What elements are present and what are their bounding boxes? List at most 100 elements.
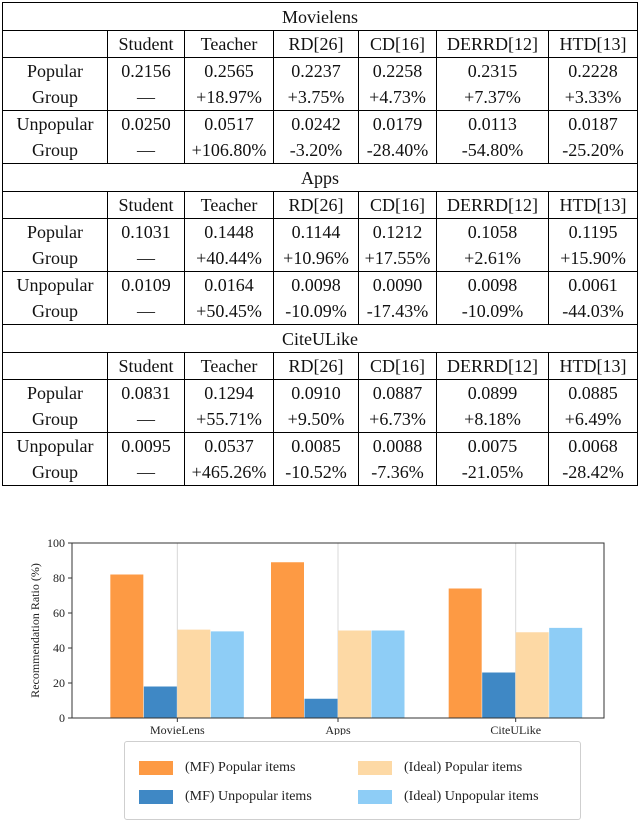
improvement-value: +17.55% — [364, 248, 431, 268]
improvement-value: -25.20% — [562, 140, 624, 160]
value-cell: 0.0098 -10.09% — [436, 271, 549, 325]
ndcg-value: 0.0179 — [372, 114, 423, 134]
table-row: Popular Group 0.2156 — 0.2565 +18.97% 0.2237 +3… — [2, 57, 639, 111]
group-label-cell: Popular Group — [2, 57, 108, 111]
improvement-value: +8.18% — [464, 409, 521, 429]
bar — [338, 630, 371, 718]
value-cell: 0.0187 -25.20% — [547, 110, 639, 164]
bar — [482, 672, 516, 718]
ndcg-value: 0.0250 — [121, 114, 171, 134]
legend-label: (Ideal) Popular items — [404, 760, 523, 775]
ndcg-value: 0.2315 — [467, 61, 518, 81]
legend-swatch — [139, 761, 173, 775]
header-row: Student Teacher RD[26] CD[16] DERRD[12] HTD[1… — [2, 191, 639, 219]
bar — [448, 588, 482, 718]
column-header: RD[26] — [273, 30, 359, 58]
group-label-cell: Unpopular Group — [2, 110, 108, 164]
bar — [143, 686, 177, 718]
group-label: Group — [32, 87, 78, 107]
column-header: DERRD[12] — [436, 352, 549, 380]
column-header: CD[16] — [358, 191, 437, 219]
y-tick-label: 60 — [53, 606, 65, 620]
header-corner-cell — [2, 191, 108, 219]
legend-item: (Ideal) Popular items — [358, 760, 522, 776]
value-cell: 0.0109 — — [107, 271, 185, 325]
ndcg-value: 0.0899 — [467, 383, 518, 403]
dataset-title: Movielens — [1, 2, 639, 31]
column-header: RD[26] — [273, 191, 359, 219]
group-label: Group — [32, 409, 78, 429]
ndcg-value: 0.2237 — [291, 61, 341, 81]
ndcg-value: 0.1448 — [204, 222, 254, 242]
ndcg-value: 0.1294 — [204, 383, 254, 403]
value-cell: 0.2258 +4.73% — [358, 57, 437, 111]
legend-label: (MF) Unpopular items — [185, 789, 312, 804]
column-header: Teacher — [184, 191, 274, 219]
ndcg-value: 0.0113 — [468, 114, 517, 134]
improvement-value: -17.43% — [366, 301, 429, 321]
ndcg-value: 0.0068 — [568, 436, 618, 456]
column-header: HTD[13] — [547, 30, 639, 58]
improvement-value: +18.97% — [196, 87, 262, 107]
improvement-value: +55.71% — [196, 409, 262, 429]
bar — [177, 629, 211, 718]
ndcg-value: 0.0090 — [372, 275, 423, 295]
bar — [371, 630, 405, 718]
improvement-value: +3.75% — [287, 87, 345, 107]
column-header: CD[16] — [358, 30, 437, 58]
column-header: Student — [107, 352, 185, 380]
value-cell: 0.1058 +2.61% — [436, 218, 549, 272]
legend-item: (MF) Popular items — [139, 760, 295, 776]
value-cell: 0.0250 — — [107, 110, 185, 164]
ndcg-value: 0.2156 — [121, 61, 171, 81]
value-cell: 0.0899 +8.18% — [436, 379, 549, 433]
group-label-cell: Popular Group — [2, 218, 108, 272]
improvement-value: +10.96% — [283, 248, 349, 268]
value-cell: 0.0887 +6.73% — [358, 379, 437, 433]
ndcg-value: 0.0088 — [372, 436, 423, 456]
value-cell: 0.0831 — — [107, 379, 185, 433]
improvement-value: -10.09% — [461, 301, 524, 321]
ndcg-value: 0.1058 — [467, 222, 518, 242]
value-cell: 0.0098 -10.09% — [273, 271, 359, 325]
value-cell: 0.1212 +17.55% — [358, 218, 437, 272]
group-label: Popular — [27, 383, 83, 403]
improvement-value: +106.80% — [191, 140, 267, 160]
group-label-cell: Unpopular Group — [2, 271, 108, 325]
improvement-value: — — [137, 301, 155, 321]
ndcg-value: 0.1031 — [121, 222, 171, 242]
improvement-value: — — [137, 409, 155, 429]
ndcg-value: 0.1144 — [291, 222, 341, 242]
improvement-value: +9.50% — [287, 409, 345, 429]
chart-legend: (MF) Popular items (Ideal) Popular items… — [124, 741, 581, 820]
group-label: Unpopular — [16, 275, 94, 295]
improvement-value: -28.42% — [562, 462, 624, 482]
bar — [549, 627, 583, 718]
legend-label: (Ideal) Unpopular items — [404, 789, 539, 804]
header-row: Student Teacher RD[26] CD[16] DERRD[12] HTD[1… — [2, 352, 639, 380]
ndcg-value: 0.0164 — [204, 275, 254, 295]
group-label: Popular — [27, 61, 83, 81]
value-cell: 0.1031 — — [107, 218, 185, 272]
ndcg-value: 0.0085 — [291, 436, 341, 456]
value-cell: 0.0085 -10.52% — [273, 432, 359, 486]
group-label: Unpopular — [16, 436, 94, 456]
ndcg-value: 0.1212 — [372, 222, 423, 242]
y-tick-label: 0 — [59, 711, 65, 725]
ndcg-value: 0.0831 — [121, 383, 171, 403]
table-row: Popular Group 0.1031 — 0.1448 +40.44% 0.1144 +1… — [2, 218, 639, 272]
results-table: Movielens Student Teacher RD[26] CD[16] DERRD… — [1, 2, 639, 486]
value-cell: 0.0517 +106.80% — [184, 110, 274, 164]
value-cell: 0.2315 +7.37% — [436, 57, 549, 111]
value-cell: 0.0113 -54.80% — [436, 110, 549, 164]
column-header: RD[26] — [273, 352, 359, 380]
header-row: Student Teacher RD[26] CD[16] DERRD[12] HTD[1… — [2, 30, 639, 58]
group-label: Group — [32, 462, 78, 482]
improvement-value: -54.80% — [461, 140, 524, 160]
header-corner-cell — [2, 30, 108, 58]
column-header: HTD[13] — [547, 191, 639, 219]
ndcg-value: 0.0885 — [568, 383, 618, 403]
x-tick-label: MovieLens — [150, 723, 205, 735]
value-cell: 0.0090 -17.43% — [358, 271, 437, 325]
ndcg-value: 0.1195 — [568, 222, 618, 242]
